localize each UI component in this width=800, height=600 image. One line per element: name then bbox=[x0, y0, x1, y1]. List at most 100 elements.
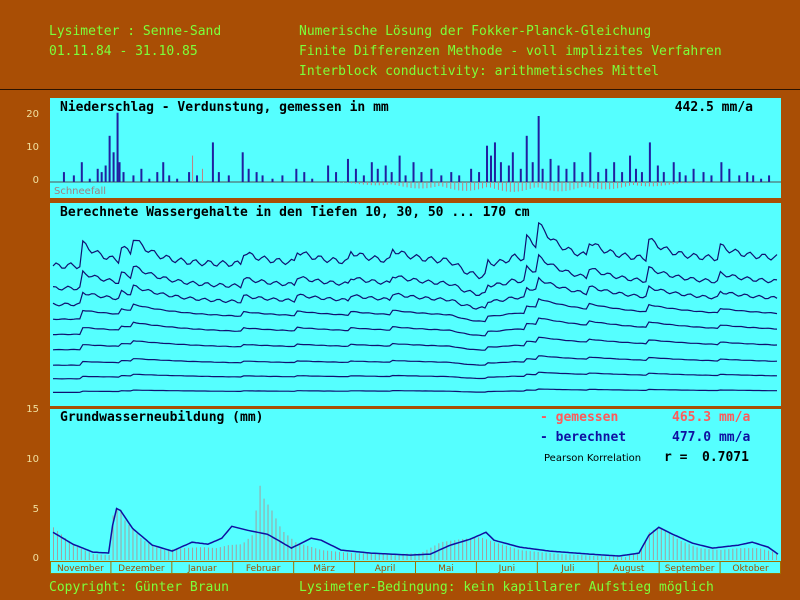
evaporation-bar bbox=[486, 182, 488, 188]
measured-recharge-bar bbox=[76, 546, 78, 560]
precipitation-bar bbox=[581, 172, 584, 182]
measured-recharge-bar bbox=[482, 537, 484, 560]
measured-recharge-bar bbox=[700, 548, 702, 560]
recharge-y-tick-0: 0 bbox=[32, 553, 39, 564]
measured-recharge-bar bbox=[96, 554, 98, 560]
precipitation-bar bbox=[241, 152, 244, 182]
measured-recharge-bar bbox=[442, 541, 444, 560]
precipitation-bar bbox=[746, 172, 749, 182]
evaporation-bar bbox=[581, 182, 583, 188]
precipitation-bar bbox=[412, 162, 415, 182]
precip-y-tick-10: 10 bbox=[26, 142, 39, 153]
precipitation-bar bbox=[684, 175, 687, 182]
evaporation-bar bbox=[656, 182, 658, 187]
precipitation-bar bbox=[384, 165, 387, 182]
precipitation-bar bbox=[88, 178, 91, 182]
precipitation-bar bbox=[295, 168, 298, 182]
snow-label: Schneefall bbox=[54, 186, 107, 197]
date-range: 01.11.84 - 31.10.85 bbox=[49, 44, 198, 59]
measured-recharge-bar bbox=[656, 527, 658, 560]
precipitation-bar bbox=[557, 165, 560, 182]
measured-recharge-bar bbox=[557, 553, 559, 560]
measured-recharge-bar bbox=[613, 556, 615, 560]
measured-recharge-bar bbox=[88, 552, 90, 560]
measured-recharge-bar bbox=[732, 548, 734, 560]
evaporation-bar bbox=[585, 182, 587, 187]
evaporation-bar bbox=[672, 182, 674, 185]
evaporation-bar bbox=[430, 182, 432, 188]
month-label-2: Dezember bbox=[118, 564, 165, 574]
lysimeter-title: Lysimeter : Senne-Sand bbox=[49, 24, 222, 39]
r-value: 0.7071 bbox=[702, 450, 749, 465]
precipitation-bar bbox=[728, 168, 731, 182]
precipitation-bar bbox=[573, 162, 576, 182]
recharge-panel: Grundwasserneubildung (mm) - gemessen 46… bbox=[50, 409, 781, 574]
measured-recharge-bar bbox=[100, 554, 102, 560]
measured-recharge-bar bbox=[402, 553, 404, 560]
precipitation-bar bbox=[621, 172, 624, 182]
measured-recharge-bar bbox=[470, 538, 472, 560]
method-line-1: Numerische Lösung der Fokker-Planck-Glei… bbox=[299, 24, 652, 39]
recharge-y-tick-10: 10 bbox=[26, 454, 39, 465]
measured-recharge-bar bbox=[569, 554, 571, 560]
measured-recharge-bar bbox=[406, 553, 408, 560]
precipitation-bar bbox=[511, 152, 514, 182]
measured-recharge-bar bbox=[196, 547, 198, 560]
measured-recharge-bar bbox=[652, 529, 654, 560]
evaporation-bar bbox=[533, 182, 535, 188]
measured-recharge-bar bbox=[410, 553, 412, 560]
measured-recharge-bar bbox=[335, 551, 337, 560]
evaporation-bar bbox=[688, 182, 690, 184]
evaporation-bar bbox=[402, 182, 404, 187]
evaporation-bar bbox=[358, 182, 360, 185]
measured-recharge-bar bbox=[164, 549, 166, 560]
measured-recharge-bar bbox=[327, 550, 329, 560]
measured-recharge-bar bbox=[466, 538, 468, 560]
measured-recharge-bar bbox=[120, 509, 122, 560]
precipitation-bar bbox=[148, 178, 151, 182]
precipitation-bar bbox=[678, 172, 681, 182]
measured-recharge-bar bbox=[203, 547, 205, 560]
precipitation-bar bbox=[116, 112, 119, 182]
measured-recharge-bar bbox=[128, 524, 130, 560]
precip-y-tick-20: 20 bbox=[26, 109, 39, 120]
recharge-y-tick-5: 5 bbox=[32, 504, 39, 515]
evaporation-bar bbox=[478, 182, 480, 190]
precipitation-bar bbox=[362, 175, 365, 182]
evaporation-bar bbox=[509, 182, 511, 192]
measured-recharge-bar bbox=[668, 533, 670, 560]
precipitation-bar bbox=[247, 168, 250, 182]
measured-recharge-bar bbox=[696, 547, 698, 560]
precipitation-bar bbox=[108, 135, 111, 182]
measured-recharge-bar bbox=[704, 548, 706, 560]
measured-recharge-bar bbox=[450, 540, 452, 560]
measured-recharge-bar bbox=[315, 548, 317, 560]
precipitation-bar bbox=[261, 175, 264, 182]
precipitation-bar bbox=[499, 162, 502, 182]
precipitation-bar bbox=[656, 165, 659, 182]
measured-recharge-bar bbox=[541, 552, 543, 560]
measured-recharge-bar bbox=[676, 538, 678, 560]
evaporation-bar bbox=[668, 182, 670, 185]
measured-recharge-bar bbox=[374, 553, 376, 560]
measured-recharge-bar bbox=[640, 548, 642, 560]
precipitation-bar bbox=[430, 168, 433, 182]
evaporation-bar bbox=[450, 182, 452, 189]
precipitation-bar bbox=[211, 142, 214, 182]
legend-measured-value: 465.3 mm/a bbox=[672, 410, 751, 425]
measured-recharge-bar bbox=[636, 552, 638, 560]
evaporation-bar bbox=[537, 182, 539, 188]
month-axis-svg: November Dezember Januar Februar März April Ma… bbox=[50, 561, 781, 574]
evaporation-bar bbox=[458, 182, 460, 191]
r-label: r = bbox=[664, 450, 688, 465]
precip-y-tick-0: 0 bbox=[32, 175, 39, 186]
measured-recharge-bar bbox=[720, 549, 722, 560]
measured-recharge-bar bbox=[84, 550, 86, 560]
precipitation-bar bbox=[346, 158, 349, 182]
evaporation-bar bbox=[482, 182, 484, 189]
precipitation-bar bbox=[493, 142, 496, 182]
evaporation-bar bbox=[644, 182, 646, 187]
precipitation-bar bbox=[440, 175, 443, 182]
evaporation-bar bbox=[549, 182, 551, 191]
month-label-5: März bbox=[313, 564, 335, 574]
